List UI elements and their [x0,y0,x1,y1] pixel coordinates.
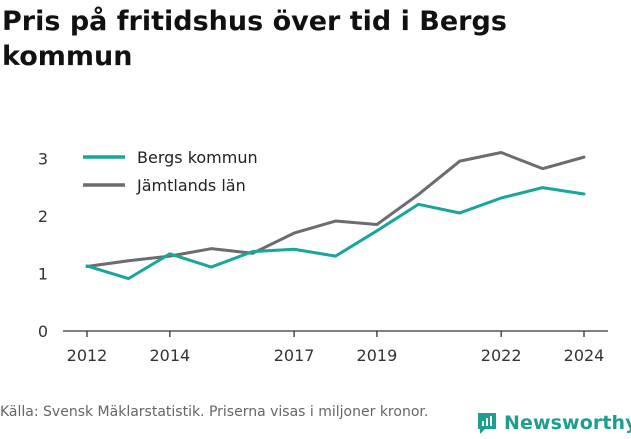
series-line-bergs-kommun [85,186,586,281]
y-tick-label: 2 [38,207,48,226]
newsworthy-logo: Newsworthy [476,408,631,438]
x-tick-label: 2022 [481,346,522,365]
x-tick-label: 2012 [67,346,108,365]
x-axis: 2012 2014 2017 2019 2022 2024 [67,331,605,365]
x-tick-label: 2017 [274,346,315,365]
legend-label: Bergs kommun [137,148,258,167]
line-chart: 0 1 2 3 2012 2014 2017 2019 2022 2024 Bergs komm… [38,148,608,365]
legend-label: Jämtlands län [136,176,246,195]
x-tick-label: 2014 [149,346,190,365]
y-axis: 0 1 2 3 [38,149,48,341]
page-title: Pris på fritidshus över tid i Bergs komm… [2,6,507,72]
series-line-jamtlands-lan [85,151,586,269]
y-tick-label: 0 [38,322,48,341]
x-tick-label: 2024 [564,346,605,365]
series-lines [85,151,586,281]
newsworthy-logo-icon [478,413,496,434]
y-tick-label: 3 [38,149,48,168]
x-tick-label: 2019 [357,346,398,365]
brand-name: Newsworthy [504,412,631,434]
y-tick-label: 1 [38,264,48,283]
source-note: Källa: Svensk Mäklarstatistik. Priserna … [0,404,429,420]
legend: Bergs kommun Jämtlands län [83,148,258,195]
